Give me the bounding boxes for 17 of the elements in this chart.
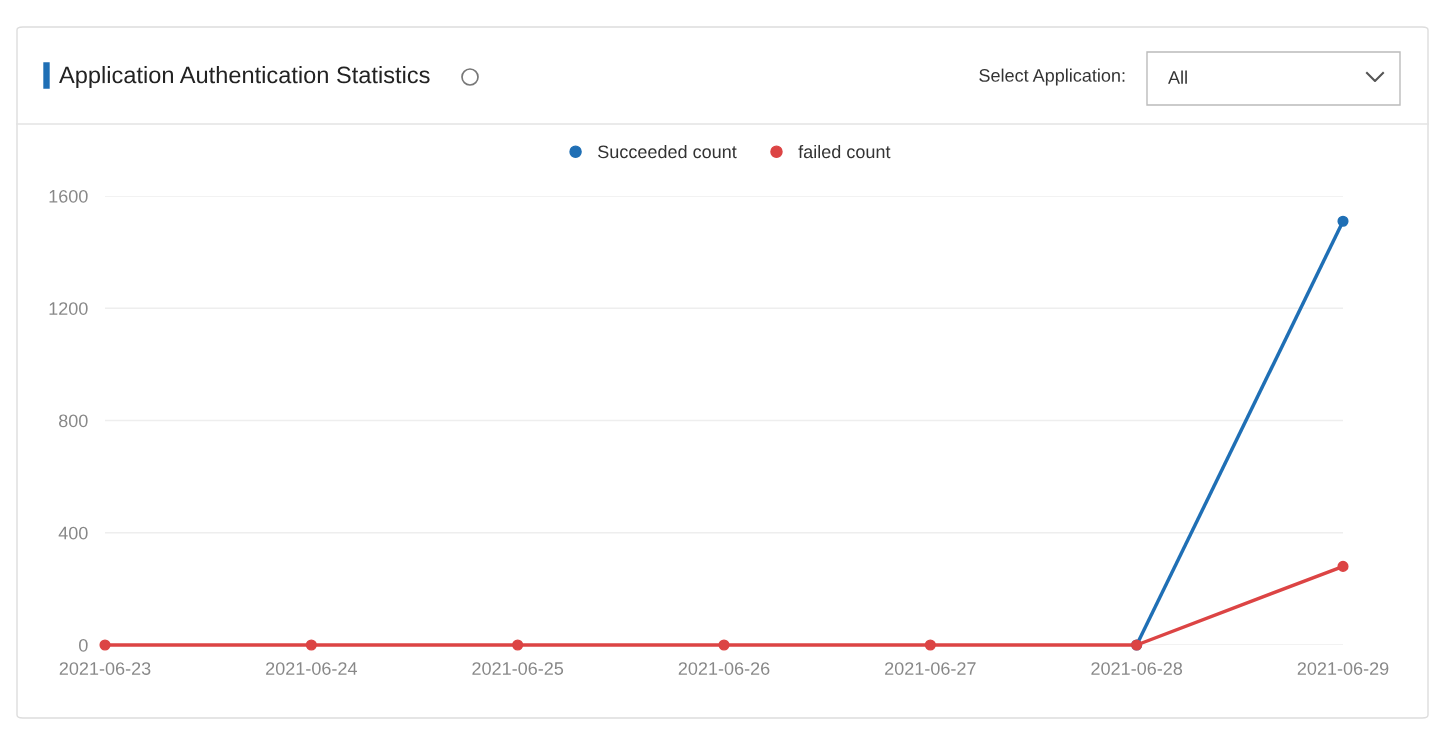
- x-tick-label: 2021-06-24: [266, 662, 357, 675]
- y-tick-label: 800: [59, 414, 88, 428]
- x-tick-label: 2021-06-25: [472, 662, 564, 675]
- text: All: [1168, 70, 1187, 84]
- y-tick-label: 1200: [49, 302, 88, 315]
- text: Select Application:: [979, 68, 1125, 86]
- y-tick-label: 1600: [49, 189, 88, 203]
- legend-label: failed count: [798, 144, 891, 159]
- y-tick-label: 400: [58, 526, 88, 540]
- chart-title: Application Authentication Statistics: [59, 66, 430, 89]
- y-tick-label: 0: [79, 638, 88, 652]
- x-tick-label: 2021-06-26: [678, 662, 770, 675]
- x-tick-label: 2021-06-28: [1091, 662, 1183, 675]
- x-tick-label: 2021-06-23: [59, 662, 151, 675]
- legend-label: Succeeded count: [598, 144, 737, 159]
- x-tick-label: 2021-06-27: [885, 662, 976, 675]
- x-tick-label: 2021-06-29: [1297, 662, 1389, 675]
